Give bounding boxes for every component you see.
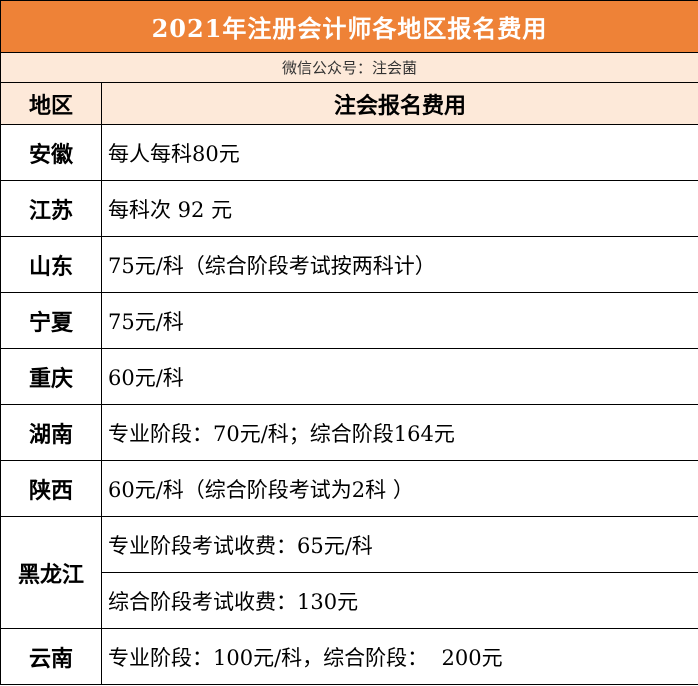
table-row: 云南 专业阶段：100元/科，综合阶段： 200元 (0, 628, 698, 685)
fee-cell: 75元/科（综合阶段考试按两科计） (100, 236, 698, 293)
fee-cell: 专业阶段：100元/科，综合阶段： 200元 (100, 628, 698, 685)
table-row: 山东 75元/科（综合阶段考试按两科计） (0, 236, 698, 293)
table-row: 综合阶段考试收费：130元 (1, 572, 698, 629)
region-cell: 山东 (0, 236, 102, 293)
region-cell: 云南 (0, 628, 102, 685)
fee-cell: 专业阶段：70元/科；综合阶段164元 (100, 404, 698, 461)
region-cell: 宁夏 (0, 292, 102, 349)
region-cell: 重庆 (0, 348, 102, 405)
region-cell: 黑龙江 (0, 516, 102, 629)
region-cell: 江苏 (0, 180, 102, 237)
region-cell: 湖南 (0, 404, 102, 461)
fee-cell: 60元/科 (100, 348, 698, 405)
fee-cell: 75元/科 (100, 292, 698, 349)
fee-cell: 每人每科80元 (100, 124, 698, 181)
table-row: 湖南 专业阶段：70元/科；综合阶段164元 (0, 404, 698, 461)
table-row: 安徽 每人每科80元 (0, 124, 698, 181)
header-region: 地区 (0, 82, 102, 125)
table-row: 陕西 60元/科（综合阶段考试为2科 ） (0, 460, 698, 517)
fee-cell: 每科次 92 元 (100, 180, 698, 237)
table-row: 江苏 每科次 92 元 (0, 180, 698, 237)
table-row: 黑龙江 专业阶段考试收费：65元/科 (0, 516, 698, 629)
region-cell: 安徽 (0, 124, 102, 181)
region-cell: 陕西 (0, 460, 102, 517)
fee-cell: 专业阶段考试收费：65元/科 (100, 516, 698, 573)
table-row: 宁夏 75元/科 (0, 292, 698, 349)
table-row: 重庆 60元/科 (0, 348, 698, 405)
fee-cell: 综合阶段考试收费：130元 (100, 572, 698, 629)
table-title: 2021年注册会计师各地区报名费用 (0, 0, 698, 53)
fee-cell: 60元/科（综合阶段考试为2科 ） (100, 460, 698, 517)
table-subtitle: 微信公众号：注会菌 (0, 52, 698, 83)
header-fee: 注会报名费用 (100, 82, 698, 125)
